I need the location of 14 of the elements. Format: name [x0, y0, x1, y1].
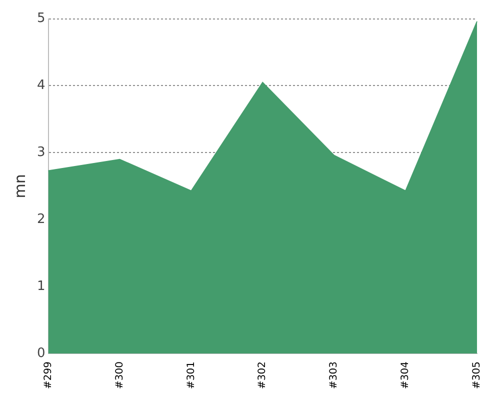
x-tick-label: #300 — [114, 362, 126, 390]
x-tick-label: #302 — [257, 362, 268, 390]
y-tick-label: 0 — [36, 346, 46, 361]
x-tick-label: #305 — [472, 362, 483, 390]
y-axis-title: mn — [10, 174, 29, 198]
y-tick-label: 3 — [36, 145, 46, 160]
y-tick-label: 4 — [36, 78, 46, 94]
x-tick-label: #301 — [186, 362, 197, 390]
y-tick-label: 2 — [36, 212, 46, 228]
y-tick-label: 5 — [36, 11, 46, 26]
x-tick-label: #303 — [328, 362, 340, 390]
x-tick-label: #304 — [400, 362, 412, 390]
x-tick-label: #299 — [42, 362, 54, 390]
y-tick-label: 1 — [36, 278, 46, 294]
